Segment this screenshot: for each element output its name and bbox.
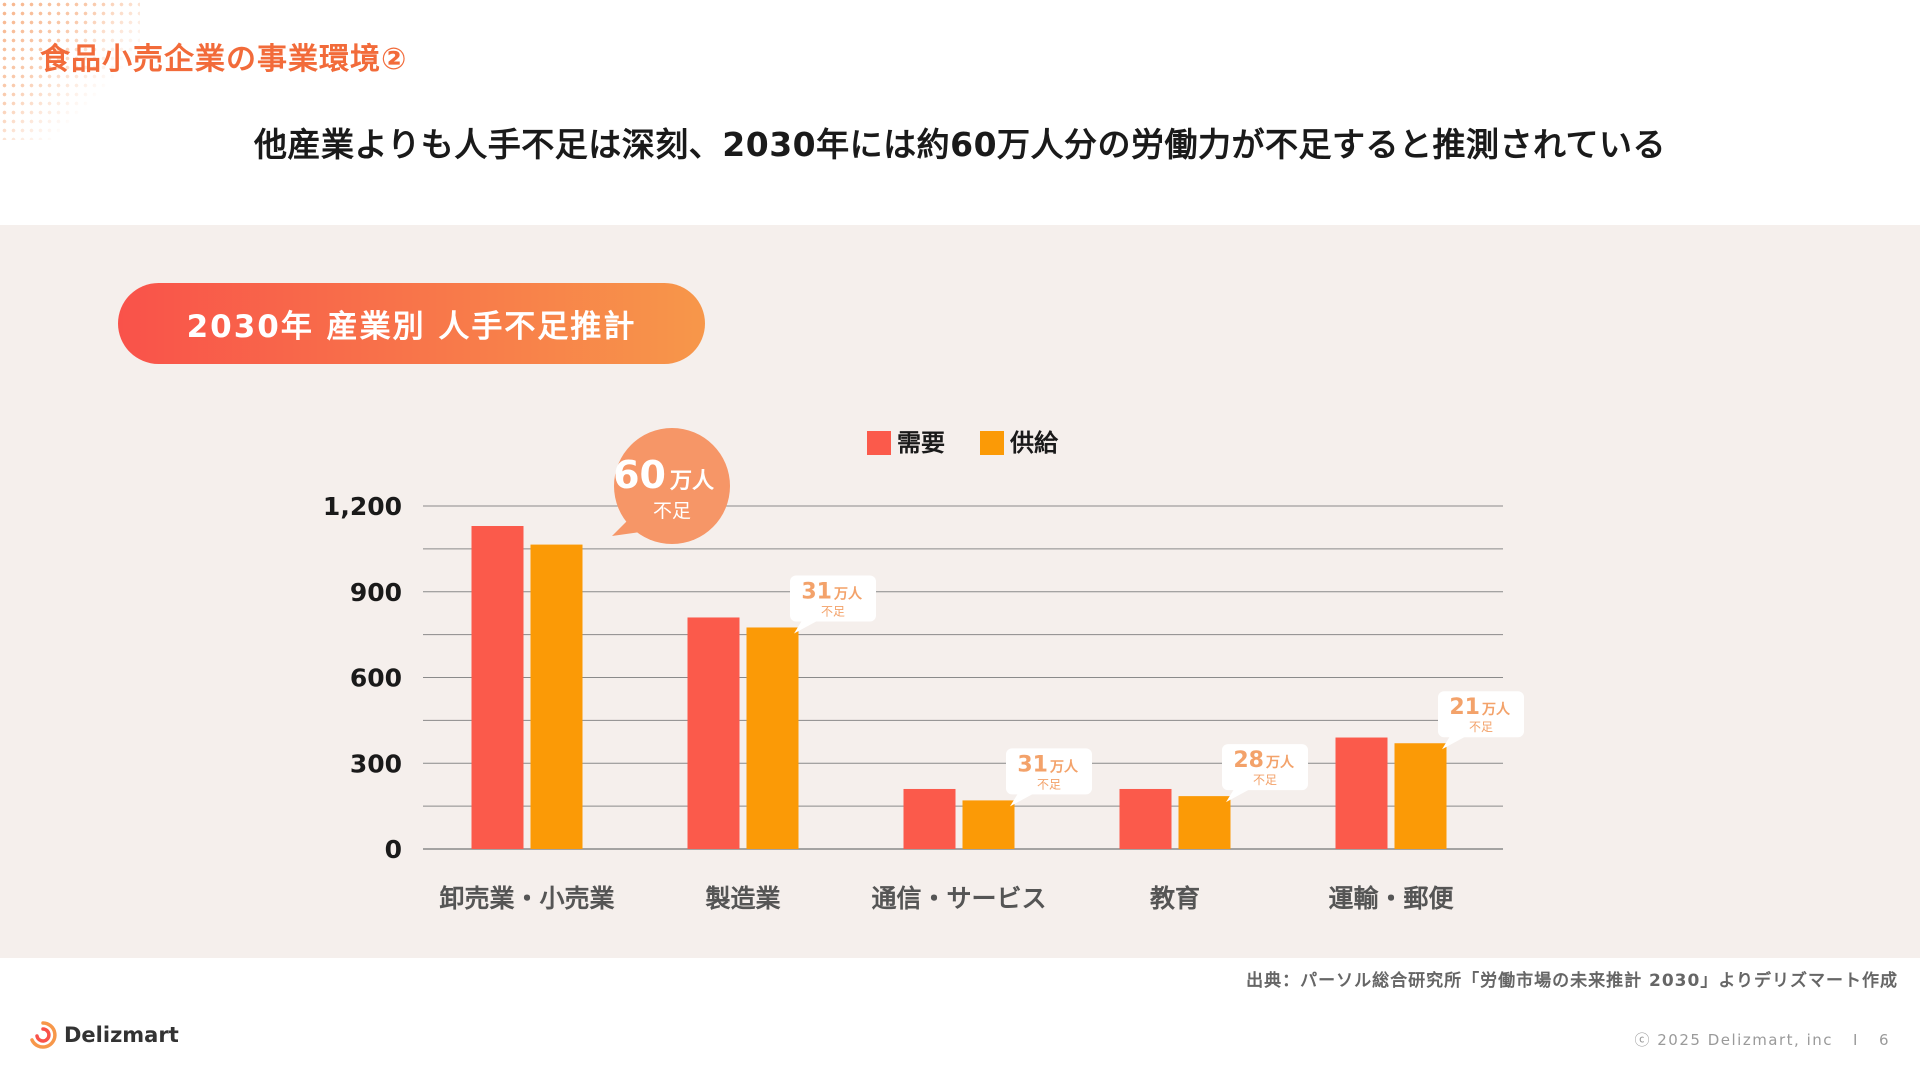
bar-供給 <box>962 800 1015 849</box>
source-note: 出典：パーソル総合研究所「労働市場の未来推計 2030」よりデリズマート作成 <box>1246 971 1898 991</box>
y-tick-label: 300 <box>350 749 402 778</box>
shortage-callout <box>1222 744 1308 791</box>
shortage-value: 21 <box>1449 695 1480 720</box>
bar-需要 <box>471 526 524 849</box>
footer-meta: ⓒ 2025 Delizmart, inc I 6 <box>1635 1029 1891 1050</box>
bar-需要 <box>1119 788 1172 849</box>
footer-separator: I <box>1853 1030 1859 1049</box>
bar-需要 <box>903 788 956 849</box>
shortage-note: 不足 <box>1253 773 1277 787</box>
x-category-label: 製造業 <box>704 884 780 913</box>
bar-供給 <box>1178 796 1231 849</box>
x-category-label: 卸売業・小売業 <box>439 884 614 913</box>
company-logo: Delizmart <box>28 1020 179 1050</box>
y-tick-label: 600 <box>350 664 402 693</box>
headline: 他産業よりも人手不足は深刻、2030年には約60万人分の労働力が不足すると推測さ… <box>253 125 1667 164</box>
bar-需要 <box>687 617 740 849</box>
shortage-callout-tail <box>1226 789 1250 803</box>
legend-label: 需要 <box>897 429 945 457</box>
y-tick-label: 900 <box>350 578 402 607</box>
shortage-value: 31 <box>801 579 832 604</box>
legend-swatch <box>867 431 891 455</box>
page-number: 6 <box>1878 1030 1890 1049</box>
copyright-text: ⓒ 2025 Delizmart, inc <box>1634 1031 1834 1049</box>
y-tick-label: 1,200 <box>323 492 402 521</box>
shortage-bubble <box>614 428 730 544</box>
shortage-unit: 万人 <box>669 469 714 494</box>
shortage-callout-tail <box>794 620 818 634</box>
shortage-callout-tail <box>1442 736 1466 750</box>
shortage-callout <box>1438 691 1524 738</box>
shortage-callout-tail <box>1010 793 1034 807</box>
shortage-note: 不足 <box>821 604 845 618</box>
legend-swatch <box>980 431 1004 455</box>
shortage-note: 不足 <box>1037 777 1061 791</box>
shortage-note: 不足 <box>653 500 691 522</box>
section-title: 食品小売企業の事業環境② <box>40 42 408 77</box>
x-category-label: 通信・サービス <box>871 884 1046 913</box>
shortage-unit: 万人 <box>1265 754 1295 771</box>
chart-title-pill: 2030年 産業別 人手不足推計 <box>118 283 705 364</box>
shortage-callout <box>1006 748 1092 795</box>
logo-mark-icon <box>30 1021 57 1049</box>
x-category-label: 教育 <box>1150 884 1200 913</box>
shortage-value: 28 <box>1233 748 1264 773</box>
x-category-label: 運輸・郵便 <box>1328 884 1454 913</box>
logo-text: Delizmart <box>64 1023 179 1047</box>
bar-供給 <box>530 544 583 849</box>
shortage-unit: 万人 <box>1481 701 1511 718</box>
shortage-unit: 万人 <box>833 585 863 602</box>
y-tick-label: 0 <box>385 835 402 864</box>
shortage-callout <box>790 575 876 622</box>
bar-供給 <box>1394 743 1447 849</box>
shortage-bubble-tail <box>612 516 654 536</box>
decorative-dot-pattern <box>0 0 140 140</box>
shortage-value: 60 <box>613 453 666 497</box>
shortage-unit: 万人 <box>1049 758 1079 775</box>
bar-需要 <box>1335 737 1388 849</box>
shortage-value: 31 <box>1017 752 1048 777</box>
shortage-note: 不足 <box>1469 720 1493 734</box>
bar-供給 <box>746 627 799 849</box>
legend-label: 供給 <box>1009 429 1059 457</box>
